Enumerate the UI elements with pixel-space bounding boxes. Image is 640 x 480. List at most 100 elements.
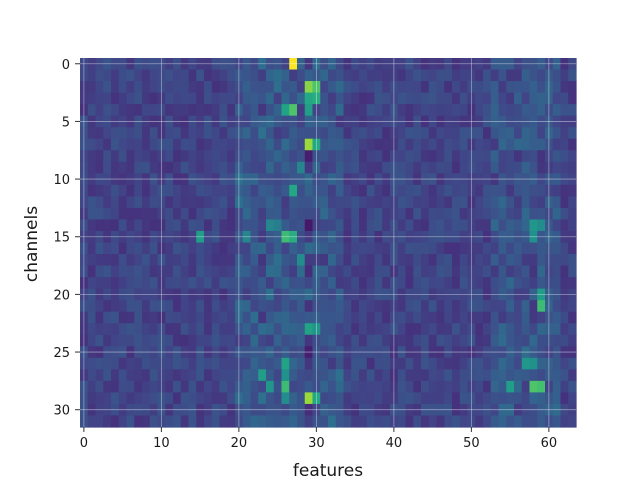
heatmap-cell	[211, 150, 221, 163]
heatmap-cell	[281, 380, 290, 394]
heatmap-cell	[266, 81, 275, 94]
heatmap-cell	[390, 138, 399, 151]
heatmap-cell	[452, 230, 461, 244]
heatmap-cell	[142, 104, 151, 117]
heatmap-cell	[514, 334, 523, 347]
heatmap-cell	[87, 357, 97, 370]
heatmap-cell	[227, 69, 236, 82]
heatmap-cell	[87, 277, 97, 290]
heatmap-cell	[157, 323, 166, 336]
heatmap-cell	[111, 81, 120, 94]
heatmap-cell	[320, 127, 329, 140]
heatmap-cell	[483, 392, 492, 405]
heatmap-cell	[421, 58, 430, 71]
heatmap-cell	[103, 230, 112, 244]
heatmap-cell	[95, 196, 104, 209]
heatmap-cell	[452, 415, 461, 428]
heatmap-cell	[328, 81, 337, 94]
heatmap-cell	[142, 288, 151, 301]
heatmap-cell	[297, 219, 306, 232]
heatmap-cell	[219, 277, 228, 290]
heatmap-cell	[126, 58, 135, 71]
heatmap-cell	[173, 127, 182, 140]
heatmap-cell	[467, 300, 476, 313]
heatmap-cell	[514, 115, 523, 128]
heatmap-cell	[165, 173, 174, 186]
heatmap-cell	[87, 346, 97, 359]
heatmap-cell	[103, 219, 112, 232]
heatmap-cell	[80, 127, 89, 140]
heatmap-cell	[436, 369, 445, 382]
heatmap-cell	[498, 346, 507, 359]
heatmap-cell	[250, 69, 259, 82]
heatmap-cell	[165, 196, 174, 209]
heatmap-cell	[506, 369, 515, 382]
heatmap-cell	[118, 415, 128, 428]
heatmap-cell	[126, 357, 135, 370]
heatmap-cell	[405, 288, 414, 301]
heatmap-cell	[335, 323, 345, 336]
heatmap-cell	[343, 265, 352, 278]
heatmap-cell	[483, 288, 492, 301]
heatmap-cell	[289, 150, 298, 163]
heatmap-cell	[273, 104, 283, 117]
heatmap-cell	[196, 380, 205, 394]
heatmap-cell	[444, 392, 453, 405]
heatmap-cell	[188, 334, 197, 347]
heatmap-cell	[475, 254, 484, 267]
heatmap-cell	[514, 242, 523, 255]
heatmap-cell	[552, 104, 562, 117]
heatmap-cell	[80, 346, 89, 359]
heatmap-cell	[459, 357, 469, 370]
heatmap-cell	[374, 392, 383, 405]
heatmap-cell	[374, 265, 383, 278]
heatmap-cell	[436, 242, 445, 255]
heatmap-cell	[111, 196, 120, 209]
heatmap-cell	[359, 207, 368, 221]
heatmap-cell	[165, 230, 174, 244]
heatmap-cell	[204, 380, 213, 394]
heatmap-cell	[351, 127, 360, 140]
heatmap-cell	[157, 265, 166, 278]
heatmap-cell	[273, 173, 283, 186]
heatmap-cell	[157, 357, 166, 370]
heatmap-cell	[506, 161, 515, 174]
heatmap-cell	[428, 138, 438, 151]
heatmap-cell	[328, 369, 337, 382]
heatmap-cell	[568, 415, 577, 428]
heatmap-cell	[413, 69, 422, 82]
heatmap-cell	[134, 392, 143, 405]
heatmap-cell	[165, 357, 174, 370]
heatmap-cell	[545, 58, 554, 71]
heatmap-cell	[165, 127, 174, 140]
heatmap-cell	[521, 265, 531, 278]
heatmap-cell	[266, 58, 275, 71]
heatmap-cell	[211, 323, 221, 336]
heatmap-cell	[545, 369, 554, 382]
heatmap-cell	[413, 369, 422, 382]
heatmap-cell	[149, 138, 159, 151]
heatmap-cell	[320, 230, 329, 244]
heatmap-cell	[382, 323, 391, 336]
heatmap-cell	[111, 380, 120, 394]
heatmap-cell	[80, 184, 89, 197]
heatmap-cell	[80, 104, 89, 117]
heatmap-cell	[103, 69, 112, 82]
heatmap-cell	[258, 104, 267, 117]
heatmap-cell	[196, 196, 205, 209]
heatmap-cell	[421, 196, 430, 209]
heatmap-cell	[452, 357, 461, 370]
heatmap-cell	[475, 104, 484, 117]
heatmap-cell	[227, 184, 236, 197]
heatmap-cell	[118, 380, 128, 394]
heatmap-cell	[467, 115, 476, 128]
heatmap-cell	[289, 242, 298, 255]
heatmap-cell	[111, 69, 120, 82]
heatmap-cell	[242, 150, 252, 163]
heatmap-cell	[95, 357, 104, 370]
heatmap-cell	[506, 300, 515, 313]
heatmap-cell	[219, 115, 228, 128]
heatmap-cell	[219, 230, 228, 244]
heatmap-cell	[149, 115, 159, 128]
